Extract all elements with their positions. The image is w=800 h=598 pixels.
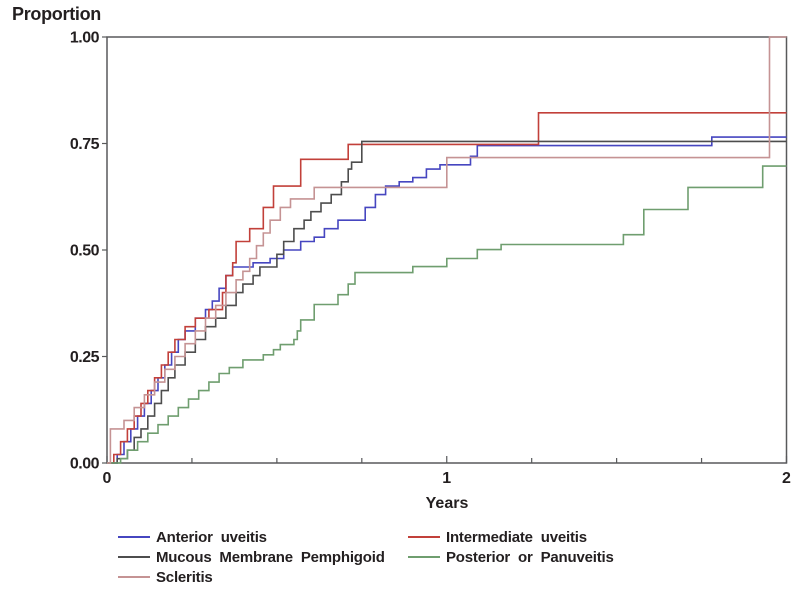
legend-item-anterior-uveitis: Anterior uveitis [118,527,385,547]
y-tick-label: 0.50 [70,243,100,260]
legend-label: Mucous Membrane Pemphigoid [156,548,385,566]
y-tick-label: 0.75 [70,136,100,153]
legend-item-scleritis: Scleritis [118,567,385,587]
legend-item-intermediate-uveitis: Intermediate uveitis [408,527,614,547]
legend-line-swatch [118,576,150,578]
legend-item-mucous-membrane-pemphigoid: Mucous Membrane Pemphigoid [118,547,385,567]
x-tick-label: 2 [782,470,791,487]
series-scleritis [107,36,787,464]
plot-frame [106,36,788,464]
legend-label: Posterior or Panuveitis [446,548,614,566]
y-tick-label: 1.00 [70,30,100,47]
legend-label: Scleritis [156,568,213,586]
legend-column-1: Intermediate uveitis Posterior or Panuvei… [408,527,614,567]
series-posterior-or-panuveitis [107,165,787,464]
series-mucous-membrane-pemphigoid [107,140,787,464]
y-tick-label: 0.25 [70,349,100,366]
y-tick-label: 0.00 [70,456,100,473]
legend-label: Intermediate uveitis [446,528,587,546]
legend-line-swatch [118,556,150,558]
x-tick-label: 0 [103,470,112,487]
series-anterior-uveitis [107,136,787,464]
x-tick-label: 1 [442,470,451,487]
x-axis-title: Years [425,495,469,512]
y-axis-title: Proportion [12,4,101,24]
legend-line-swatch [408,556,440,558]
legend-line-swatch [408,536,440,538]
legend-item-posterior-or-panuveitis: Posterior or Panuveitis [408,547,614,567]
legend-label: Anterior uveitis [156,528,267,546]
legend-line-swatch [118,536,150,538]
legend-column-0: Anterior uveitis Mucous Membrane Pemphigo… [118,527,385,587]
